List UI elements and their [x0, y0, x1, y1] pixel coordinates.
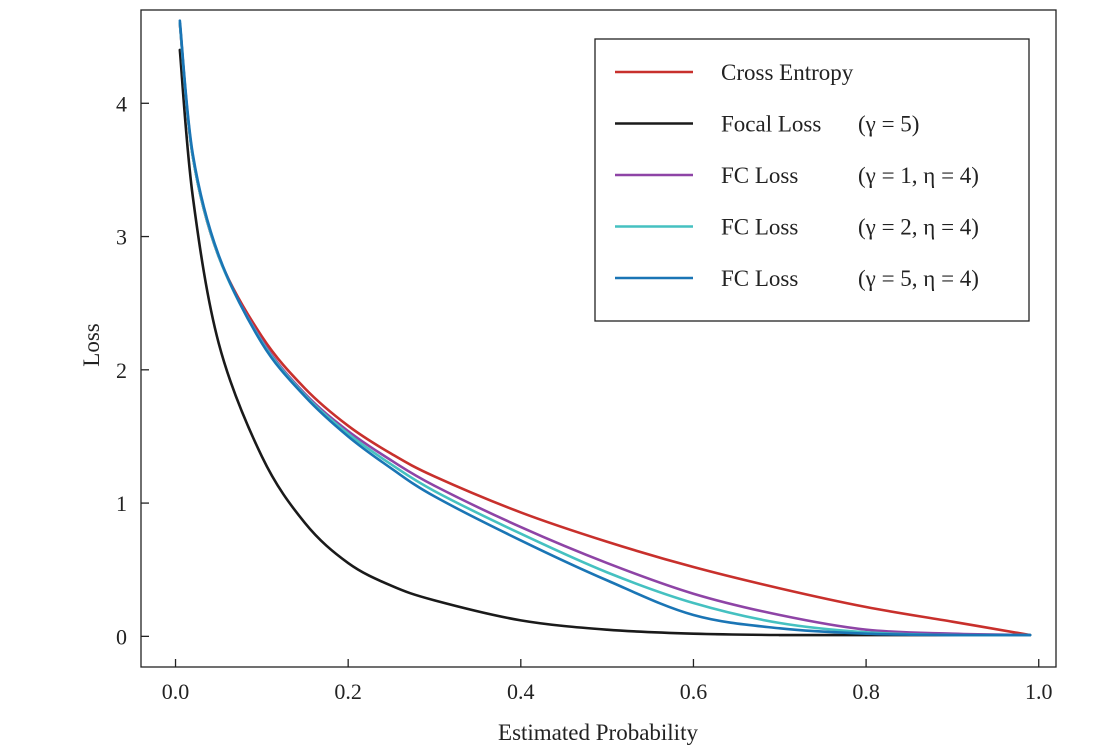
legend-series-param: (γ = 5) [858, 112, 919, 137]
legend-series-param: (γ = 1, η = 4) [858, 163, 979, 188]
legend-series-name: FC Loss [721, 215, 798, 240]
series-lines [178, 19, 1032, 637]
axis-ticks: 0.0 0.2 0.4 0.6 0.8 1.0 0 1 2 3 4 [116, 91, 1052, 704]
legend: Cross Entropy Focal Loss (γ = 5) FC Loss (γ … [594, 38, 1030, 322]
x-tick-label: 0.2 [334, 679, 362, 704]
x-tick-label: 0.6 [680, 679, 708, 704]
x-tick-label: 0.4 [507, 679, 535, 704]
y-tick-label: 3 [116, 225, 127, 250]
x-axis-label: Estimated Probability [498, 720, 698, 745]
y-tick-label: 4 [116, 91, 127, 116]
y-axis-label: Loss [79, 323, 104, 367]
legend-series-name: FC Loss [721, 163, 798, 188]
plot-area-frame [140, 9, 1057, 668]
fc-loss-g5-line [178, 19, 1032, 637]
legend-series-name: Focal Loss [721, 112, 821, 137]
focal-loss-line [178, 48, 1032, 637]
y-tick-label: 1 [116, 491, 127, 516]
x-tick-label: 1.0 [1025, 679, 1053, 704]
x-tick-label: 0.8 [852, 679, 880, 704]
y-tick-label: 2 [116, 358, 127, 383]
legend-series-name: Cross Entropy [721, 60, 854, 85]
y-tick-label: 0 [116, 624, 127, 649]
legend-series-param: (γ = 5, η = 4) [858, 266, 979, 291]
x-tick-label: 0.0 [162, 679, 190, 704]
legend-series-name: FC Loss [721, 266, 798, 291]
legend-series-param: (γ = 2, η = 4) [858, 215, 979, 240]
legend-frame [594, 38, 1030, 322]
